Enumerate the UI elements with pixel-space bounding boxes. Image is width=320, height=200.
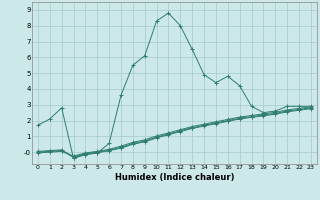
X-axis label: Humidex (Indice chaleur): Humidex (Indice chaleur): [115, 173, 234, 182]
